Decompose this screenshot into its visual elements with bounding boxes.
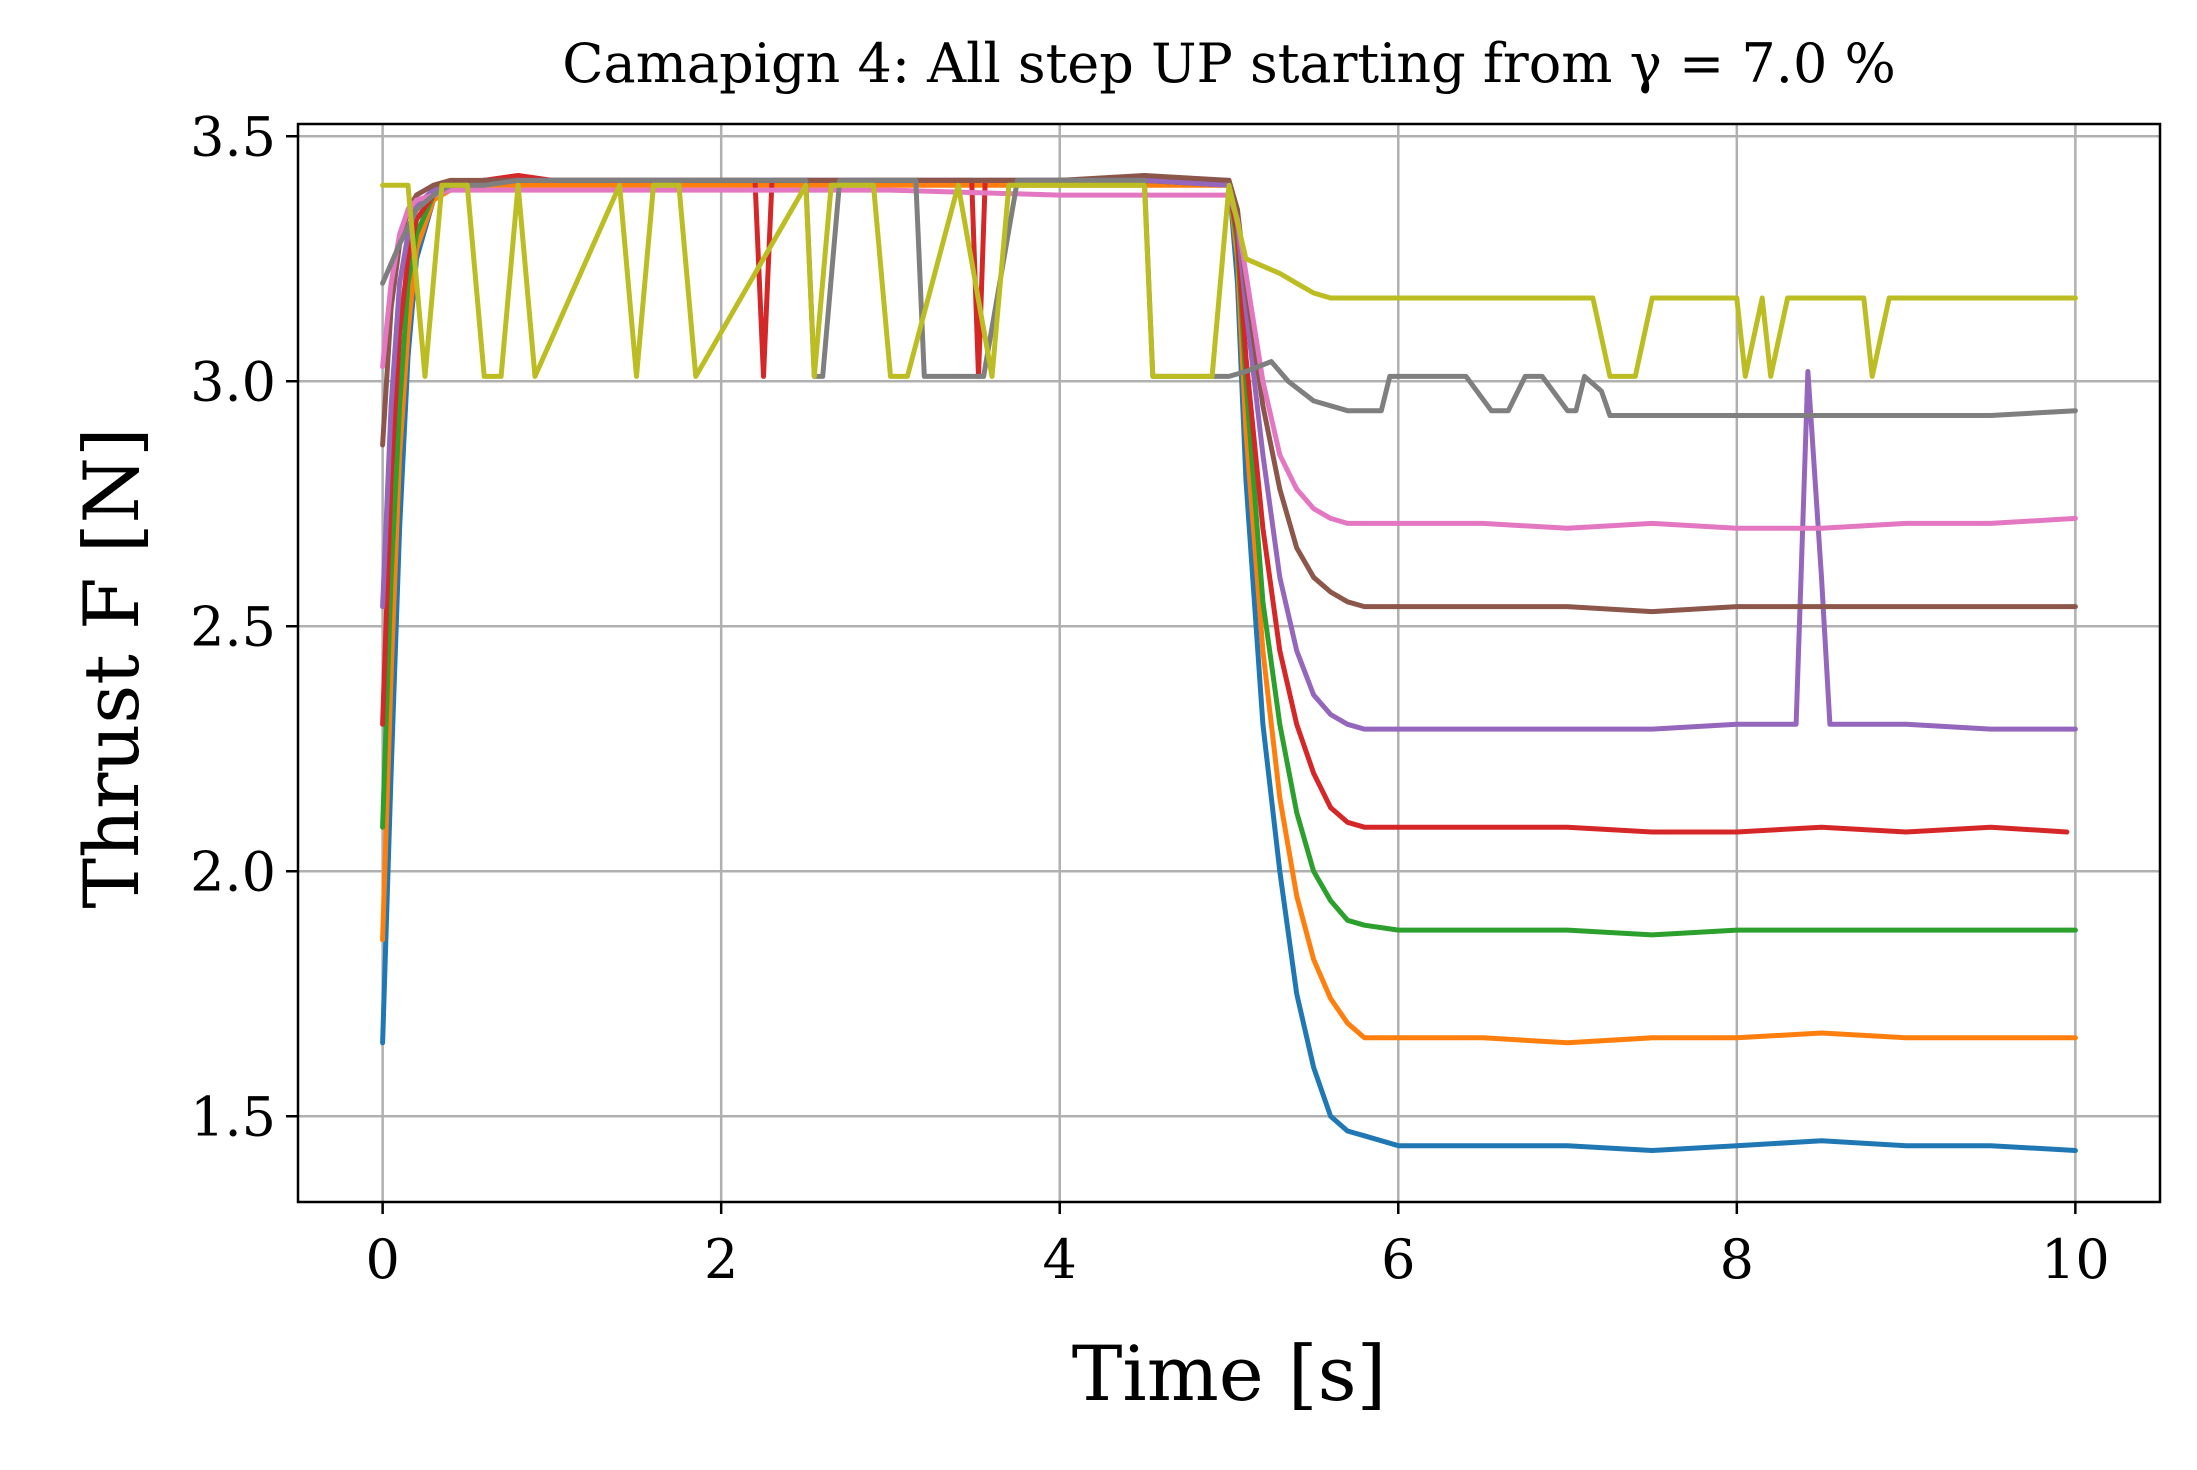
y-tick-label: 3.5 — [190, 105, 276, 168]
x-tick-label: 0 — [365, 1228, 399, 1291]
y-tick-label: 2.0 — [190, 840, 276, 903]
x-tick-label: 6 — [1381, 1228, 1415, 1291]
y-tick-label: 2.5 — [190, 595, 276, 658]
grid-layer — [298, 124, 2160, 1202]
x-tick-label: 4 — [1043, 1228, 1077, 1291]
y-axis-label: Thrust F [N] — [67, 427, 156, 908]
y-tick-label: 3.0 — [190, 350, 276, 413]
x-tick-label: 2 — [704, 1228, 738, 1291]
plot-frame — [296, 122, 2162, 1204]
series-line-9 — [380, 182, 2078, 379]
chart-title: Camapign 4: All step UP starting from γ … — [562, 32, 1896, 95]
ticks-layer: 0 2 4 6 8 10 1.5 2.0 2.5 3.0 3.5 — [190, 105, 2110, 1291]
x-axis-label: Time [s] — [1072, 1329, 1387, 1418]
x-tick-label: 8 — [1720, 1228, 1754, 1291]
series-line-5 — [380, 177, 2078, 732]
series-line-1 — [380, 177, 2078, 1153]
series-layer — [380, 173, 2078, 1153]
y-tick-label: 1.5 — [190, 1085, 276, 1148]
x-tick-label: 10 — [2041, 1228, 2110, 1291]
series-line-8 — [380, 177, 2078, 418]
